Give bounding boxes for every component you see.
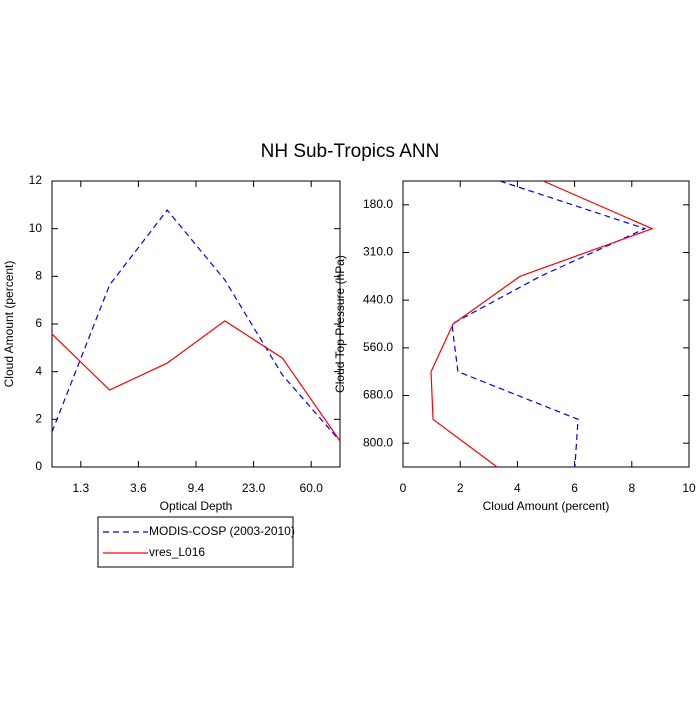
y-tick-label: 560.0: [363, 340, 393, 354]
series-line: [51, 320, 341, 442]
x-tick-label: 3.6: [130, 481, 147, 495]
y-axis-label: Cloud Amount (percent): [2, 261, 16, 388]
y-tick-label: 440.0: [363, 292, 393, 306]
legend-box: [97, 516, 294, 568]
legend-label: MODIS-COSP (2003-2010): [149, 524, 295, 538]
x-tick-label: 23.0: [242, 481, 266, 495]
x-tick-label: 4: [514, 481, 521, 495]
y-tick-label: 310.0: [363, 245, 393, 259]
x-tick-label: 9.4: [188, 481, 205, 495]
y-tick-label: 10: [29, 221, 43, 235]
series-line: [51, 209, 341, 442]
x-tick-label: 0: [400, 481, 407, 495]
x-tick-label: 8: [628, 481, 635, 495]
x-axis-label: Cloud Amount (percent): [483, 499, 610, 513]
y-tick-label: 180.0: [363, 197, 393, 211]
y-tick-label: 12: [29, 173, 43, 187]
series-line: [451, 180, 647, 468]
plot-frame: [402, 180, 690, 468]
x-tick-label: 60.0: [300, 481, 324, 495]
y-tick-label: 2: [35, 412, 42, 426]
plot-frame: [51, 180, 341, 468]
y-tick-label: 4: [35, 364, 42, 378]
x-axis-label: Optical Depth: [160, 499, 233, 513]
y-tick-label: 0: [35, 459, 42, 473]
x-tick-label: 2: [457, 481, 464, 495]
series-line: [430, 180, 654, 468]
y-tick-label: 680.0: [363, 388, 393, 402]
figure-title: NH Sub-Tropics ANN: [261, 141, 440, 162]
legend-label: vres_L016: [149, 545, 205, 559]
x-tick-label: 1.3: [72, 481, 89, 495]
x-tick-label: 6: [571, 481, 578, 495]
y-tick-label: 8: [35, 269, 42, 283]
y-tick-label: 6: [35, 316, 42, 330]
y-tick-label: 800.0: [363, 435, 393, 449]
y-axis-label: Cloud Top Pressure (hPa): [333, 255, 347, 393]
x-tick-label: 10: [682, 481, 696, 495]
